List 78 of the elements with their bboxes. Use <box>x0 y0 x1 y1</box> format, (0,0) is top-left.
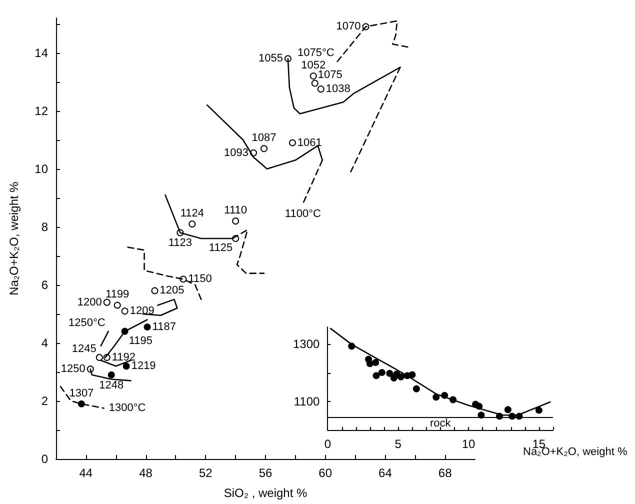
point <box>144 323 151 330</box>
x-tick-label: 64 <box>378 466 392 480</box>
point <box>151 287 158 294</box>
annotation: 1200 <box>77 296 102 308</box>
point <box>288 139 296 146</box>
point <box>96 354 103 361</box>
point <box>378 368 386 376</box>
line-series <box>336 20 408 62</box>
annotation: 1124 <box>180 207 204 220</box>
point <box>122 362 130 370</box>
y-tick-label: 1100 <box>294 394 320 408</box>
annotation: 1123 <box>168 237 192 250</box>
y-tick-label: 8 <box>41 220 48 234</box>
y-tick-label: 10 <box>34 162 48 176</box>
point <box>372 358 380 366</box>
point <box>478 412 485 419</box>
annotation: 1219 <box>131 360 156 372</box>
annotation: 1199 <box>106 288 130 301</box>
point <box>412 385 420 392</box>
y-axis-title: Na₂O+K₂O, weight % <box>7 181 21 296</box>
annotation: 1248 <box>99 379 124 392</box>
point <box>372 372 380 380</box>
annotation: 1075°C <box>298 47 334 60</box>
annotation: 1038 <box>326 83 350 96</box>
point <box>535 406 542 414</box>
annotation: 1307 <box>69 387 94 400</box>
annotation: 1209 <box>130 305 154 318</box>
x-tick-label: 0 <box>324 437 332 451</box>
point <box>366 360 374 368</box>
annotation: 1070 <box>336 20 361 33</box>
point <box>108 371 115 378</box>
y-tick-label: 2 <box>41 394 48 408</box>
x-tick-label: 60 <box>318 466 332 480</box>
point <box>432 394 440 401</box>
annotation: 1055 <box>258 52 283 65</box>
point <box>408 371 416 378</box>
annotation: 1061 <box>297 136 322 149</box>
x-tick-label: 68 <box>438 466 452 480</box>
y-tick-label: 6 <box>41 278 48 292</box>
annotation: 1087 <box>252 132 276 144</box>
annotation: 1195 <box>128 334 152 347</box>
annotation: 1110 <box>224 204 247 217</box>
point <box>260 145 268 152</box>
annotation: 1245 <box>72 342 96 355</box>
x-tick-label: 48 <box>139 466 153 480</box>
point <box>103 298 110 306</box>
y-tick-label: 4 <box>41 336 48 350</box>
y-tick-label: 14 <box>34 46 48 60</box>
annotation: 1300°C <box>108 402 146 414</box>
point <box>311 80 318 87</box>
point <box>310 72 317 80</box>
annotation: 1250 <box>60 363 86 376</box>
point <box>114 302 121 309</box>
annotation: 1100°C <box>284 208 321 220</box>
x-tick-label: 44 <box>79 466 93 480</box>
annotation: 1075 <box>318 68 342 81</box>
annotation: 1125 <box>208 242 233 254</box>
annotation: 1250°C <box>68 316 106 329</box>
y-tick-label: 12 <box>34 104 48 118</box>
x-tick-label: 10 <box>462 437 476 451</box>
annotation: 1187 <box>152 320 176 333</box>
x-tick-label: 5 <box>394 437 402 451</box>
ref-line-label: rock <box>430 418 452 430</box>
point <box>188 220 196 228</box>
point <box>504 406 512 414</box>
point <box>397 373 404 380</box>
annotation: 1093 <box>224 146 249 159</box>
y-tick-label: 0 <box>41 452 48 466</box>
x-tick-label: 52 <box>198 466 213 480</box>
point <box>121 308 128 315</box>
point <box>386 370 394 377</box>
point <box>317 86 324 93</box>
x-tick-label: 56 <box>258 466 272 480</box>
point <box>232 218 240 225</box>
annotation: 1205 <box>160 284 184 297</box>
x-axis-title: SiO₂ , weight % <box>224 486 308 500</box>
annotation: 1150 <box>188 273 212 286</box>
y-tick-label: 1300 <box>292 337 320 352</box>
